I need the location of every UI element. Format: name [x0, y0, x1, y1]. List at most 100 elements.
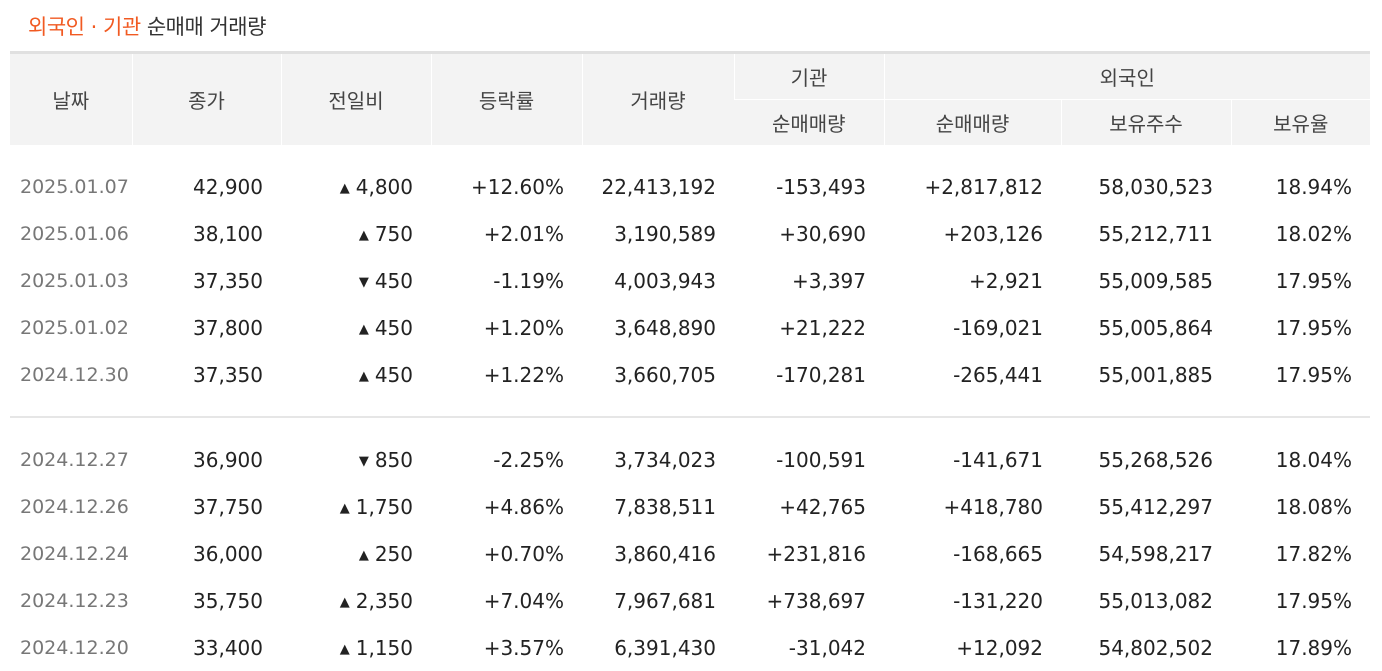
- change-cell: ▲ 1,150: [281, 624, 431, 671]
- foreign-holdings-cell: 55,013,082: [1098, 588, 1213, 613]
- table-row: 2024.12.26 37,750 ▲ 1,750 +4.86% 7,838,511 +42…: [10, 483, 1370, 530]
- foreign-holdings-cell: 55,212,711: [1098, 221, 1213, 246]
- foreign-net-cell: +2,817,812: [924, 174, 1043, 199]
- up-arrow-icon: ▲: [339, 500, 350, 516]
- foreign-holdings-cell: 54,598,217: [1098, 541, 1213, 566]
- volume-cell: 3,190,589: [614, 221, 716, 246]
- table-row: 2024.12.30 37,350 ▲ 450 +1.22% 3,660,705 -170,…: [10, 351, 1370, 398]
- close-cell: 36,900: [193, 447, 263, 472]
- header-foreign-ratio: 보유율: [1230, 99, 1371, 145]
- rate-cell: +2.01%: [483, 221, 564, 246]
- volume-cell: 4,003,943: [614, 268, 716, 293]
- trading-table: 날짜 종가 전일비 등락률 거래량 기관 외국인 순매매량 순매매량 보유주수 …: [10, 51, 1371, 671]
- volume-cell: 3,648,890: [614, 315, 716, 340]
- change-cell: ▲ 4,800: [281, 163, 431, 210]
- header-foreign-net: 순매매량: [883, 99, 1061, 145]
- foreign-net-cell: +12,092: [956, 635, 1043, 660]
- foreign-net-cell: -169,021: [953, 315, 1043, 340]
- foreign-ratio-cell: 17.95%: [1275, 268, 1353, 293]
- date-cell: 2024.12.23: [20, 589, 129, 612]
- institution-net-cell: -31,042: [788, 635, 866, 660]
- foreign-ratio-cell: 17.95%: [1275, 315, 1353, 340]
- rate-cell: +1.22%: [483, 362, 564, 387]
- foreign-holdings-cell: 55,412,297: [1098, 494, 1213, 519]
- group-divider: [10, 398, 1371, 436]
- institution-net-cell: +231,816: [766, 541, 866, 566]
- change-cell: ▲ 1,750: [281, 483, 431, 530]
- table-row: 2025.01.06 38,100 ▲ 750 +2.01% 3,190,589 +30,6…: [10, 210, 1370, 257]
- close-cell: 42,900: [193, 174, 263, 199]
- foreign-ratio-cell: 18.08%: [1275, 494, 1353, 519]
- foreign-net-cell: -131,220: [953, 588, 1043, 613]
- change-cell: ▲ 450: [281, 304, 431, 351]
- table-row: 2024.12.23 35,750 ▲ 2,350 +7.04% 7,967,681 +73…: [10, 577, 1370, 624]
- change-value: 450: [374, 315, 413, 340]
- rate-cell: -2.25%: [493, 447, 564, 472]
- title-institution: 기관: [103, 15, 141, 39]
- close-cell: 37,350: [193, 268, 263, 293]
- rate-cell: -1.19%: [493, 268, 564, 293]
- rate-cell: +12.60%: [470, 174, 564, 199]
- change-value: 2,350: [355, 588, 413, 613]
- up-arrow-icon: ▲: [339, 180, 350, 196]
- close-cell: 38,100: [193, 221, 263, 246]
- header-volume: 거래량: [581, 51, 734, 145]
- institution-net-cell: +21,222: [779, 315, 866, 340]
- foreign-ratio-cell: 18.04%: [1275, 447, 1353, 472]
- volume-cell: 3,860,416: [614, 541, 716, 566]
- change-cell: ▼ 450: [281, 257, 431, 304]
- header-change: 전일비: [280, 51, 431, 145]
- down-arrow-icon: ▼: [358, 274, 369, 290]
- foreign-net-cell: +2,921: [968, 268, 1043, 293]
- institution-net-cell: +42,765: [779, 494, 866, 519]
- date-cell: 2025.01.07: [20, 175, 129, 198]
- volume-cell: 22,413,192: [601, 174, 716, 199]
- date-cell: 2024.12.24: [20, 542, 129, 565]
- title-rest: 순매매 거래량: [140, 15, 267, 39]
- close-cell: 37,800: [193, 315, 263, 340]
- table-row: 2024.12.27 36,900 ▼ 850 -2.25% 3,734,023 -100,…: [10, 436, 1370, 483]
- foreign-ratio-cell: 18.94%: [1275, 174, 1353, 199]
- change-value: 1,150: [355, 635, 413, 660]
- header-date: 날짜: [10, 51, 132, 145]
- volume-cell: 6,391,430: [614, 635, 716, 660]
- down-arrow-icon: ▼: [358, 453, 369, 469]
- close-cell: 37,750: [193, 494, 263, 519]
- foreign-net-cell: -168,665: [953, 541, 1043, 566]
- up-arrow-icon: ▲: [358, 547, 369, 563]
- table-row: 2024.12.20 33,400 ▲ 1,150 +3.57% 6,391,430 -31…: [10, 624, 1370, 671]
- foreign-ratio-cell: 17.95%: [1275, 588, 1353, 613]
- table-row: 2024.12.24 36,000 ▲ 250 +0.70% 3,860,416 +231,…: [10, 530, 1370, 577]
- title-foreign: 외국인: [28, 15, 85, 39]
- header-foreign-holdings: 보유주수: [1060, 99, 1231, 145]
- rate-cell: +4.86%: [483, 494, 564, 519]
- close-cell: 33,400: [193, 635, 263, 660]
- header-close: 종가: [131, 51, 281, 145]
- title-separator: ·: [84, 15, 103, 39]
- change-cell: ▲ 750: [281, 210, 431, 257]
- change-value: 4,800: [355, 174, 413, 199]
- foreign-net-cell: +203,126: [943, 221, 1043, 246]
- header-rate: 등락률: [430, 51, 582, 145]
- foreign-net-cell: +418,780: [943, 494, 1043, 519]
- date-cell: 2024.12.20: [20, 636, 129, 659]
- institution-net-cell: +3,397: [791, 268, 866, 293]
- up-arrow-icon: ▲: [339, 641, 350, 657]
- institution-net-cell: -100,591: [776, 447, 866, 472]
- section-title: 외국인 · 기관 순매매 거래량: [28, 12, 266, 42]
- foreign-holdings-cell: 55,005,864: [1098, 315, 1213, 340]
- date-cell: 2024.12.27: [20, 448, 129, 471]
- header-institution-net: 순매매량: [734, 99, 884, 145]
- date-cell: 2024.12.26: [20, 495, 129, 518]
- change-cell: ▼ 850: [281, 436, 431, 483]
- date-cell: 2024.12.30: [20, 363, 129, 386]
- institution-net-cell: -153,493: [776, 174, 866, 199]
- close-cell: 35,750: [193, 588, 263, 613]
- change-cell: ▲ 2,350: [281, 577, 431, 624]
- foreign-ratio-cell: 17.89%: [1275, 635, 1353, 660]
- rate-cell: +7.04%: [483, 588, 564, 613]
- date-cell: 2025.01.02: [20, 316, 129, 339]
- volume-cell: 3,660,705: [614, 362, 716, 387]
- table-row: 2025.01.02 37,800 ▲ 450 +1.20% 3,648,890 +21,2…: [10, 304, 1370, 351]
- rate-cell: +0.70%: [483, 541, 564, 566]
